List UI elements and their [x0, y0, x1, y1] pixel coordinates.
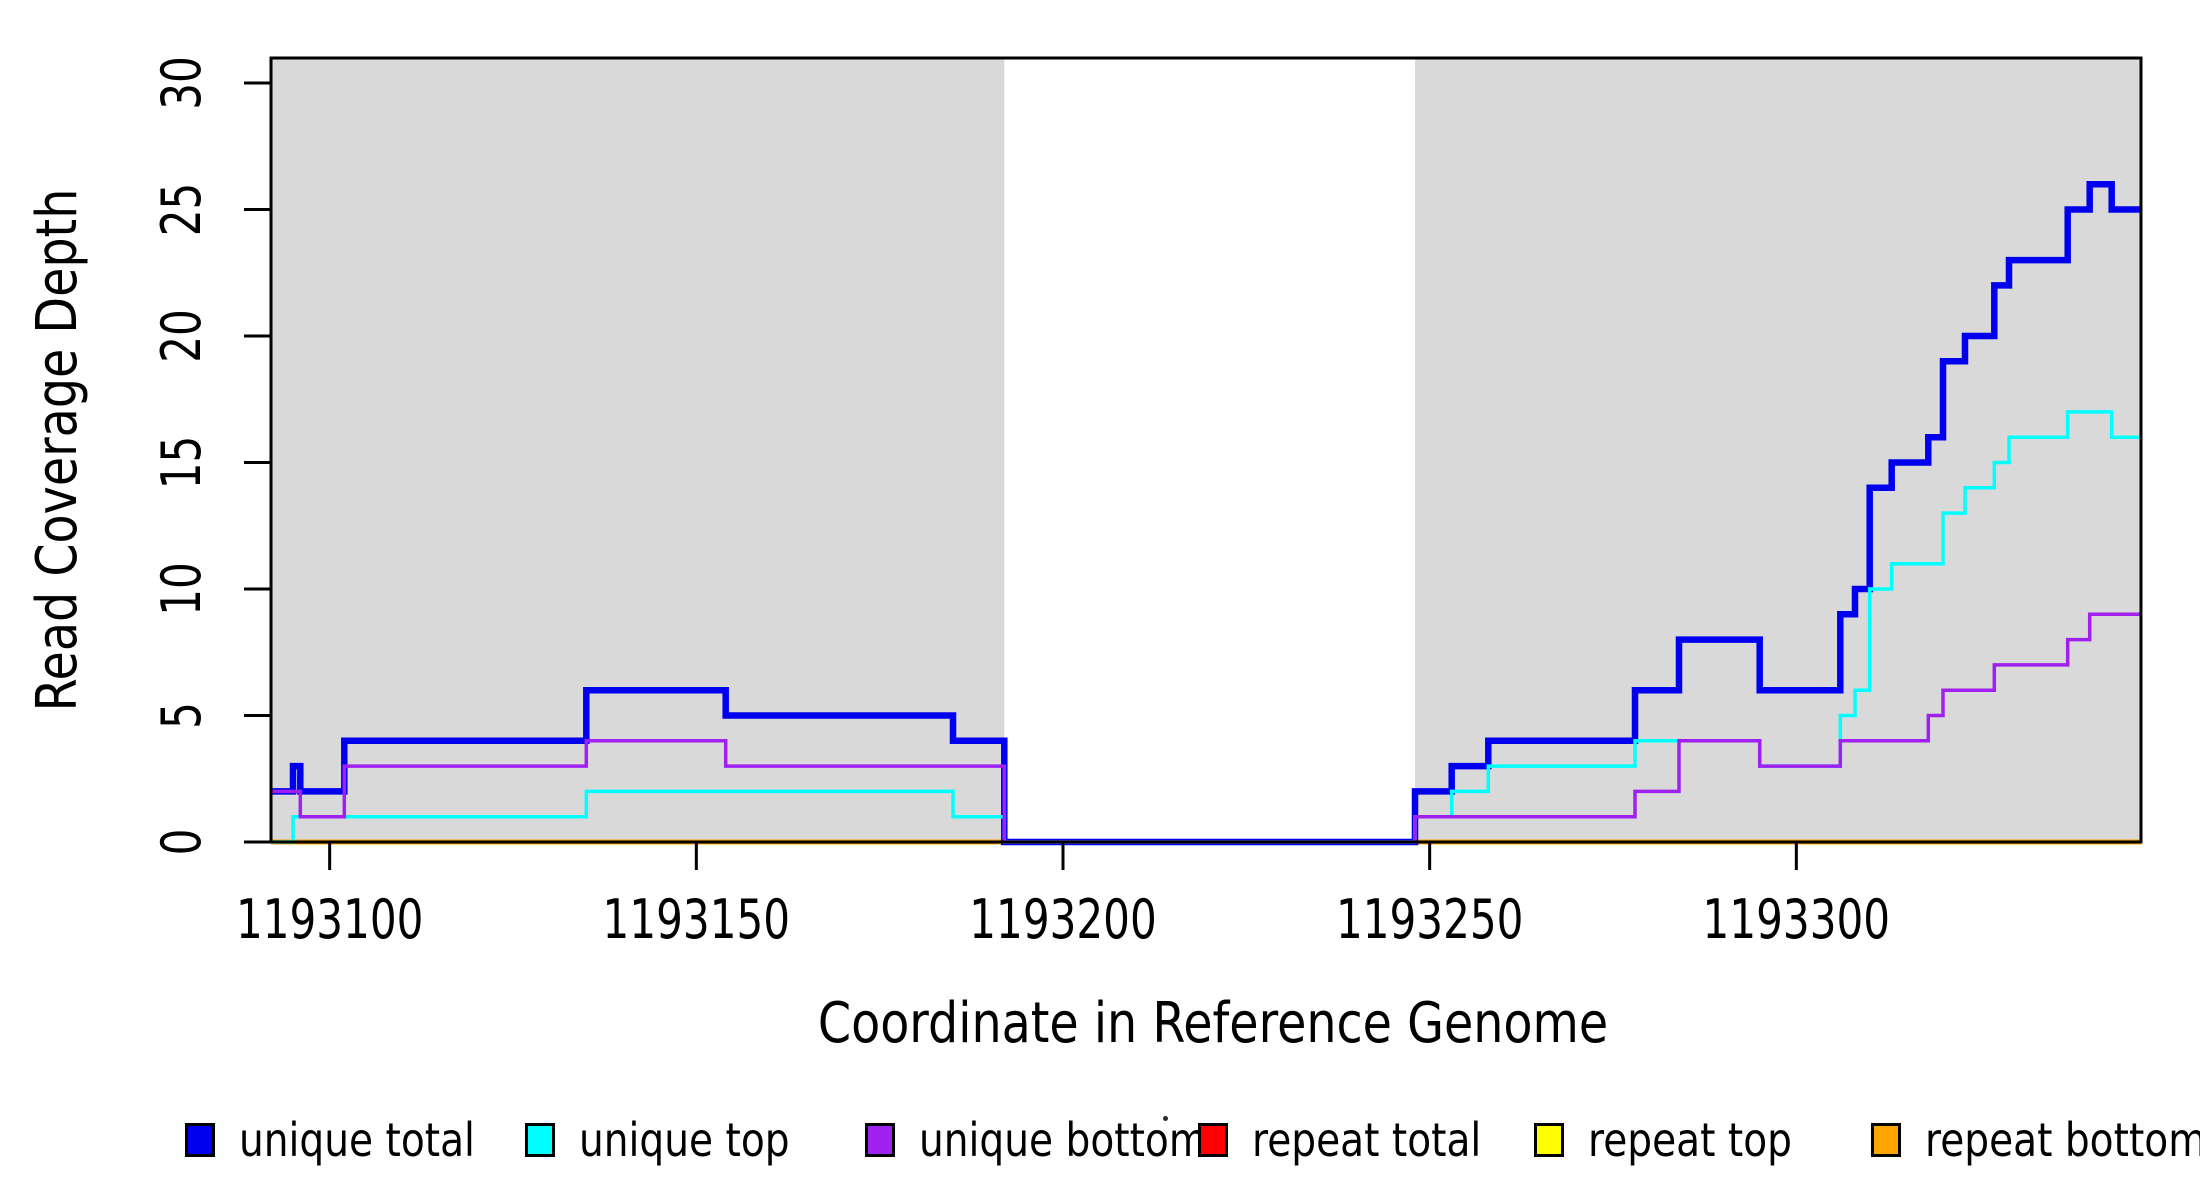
plot-box [269, 56, 2143, 844]
legend-swatch-unique-total [185, 1123, 215, 1157]
legend-item-unique-bottom: unique bottom [865, 1113, 1258, 1167]
y-axis-tick-label: 0 [151, 829, 213, 856]
legend-label-unique-top: unique top [579, 1113, 790, 1167]
y-axis-tick-label: 5 [151, 702, 213, 729]
series-unique-total [271, 180, 2141, 846]
legend-item-repeat-bottom: repeat bottom [1871, 1113, 2200, 1167]
shaded-region-left [271, 58, 1005, 842]
legend-swatch-unique-top [525, 1123, 555, 1157]
legend-item-repeat-total: repeat total [1198, 1113, 1522, 1167]
x-axis-tick-label: 1193100 [236, 889, 424, 951]
legend-label-unique-total: unique total [239, 1113, 475, 1167]
shaded-region-right [1415, 58, 2141, 842]
legend-swatch-repeat-total [1198, 1123, 1228, 1157]
legend-label-repeat-top: repeat top [1588, 1113, 1792, 1167]
legend-swatch-repeat-bottom [1871, 1123, 1901, 1157]
x-axis-tick-label: 1193250 [1336, 889, 1524, 951]
y-axis-tick-label: 15 [151, 436, 213, 490]
legend: unique total unique top unique bottom re… [0, 0, 2200, 1167]
y-axis-tick-label: 20 [151, 309, 213, 363]
legend-label-repeat-total: repeat total [1252, 1113, 1482, 1167]
legend-item-repeat-top: repeat top [1534, 1113, 1828, 1167]
stray-dot [1163, 1116, 1168, 1121]
legend-label-unique-bottom: unique bottom [919, 1113, 1207, 1167]
legend-label-repeat-bottom: repeat bottom [1925, 1113, 2200, 1167]
y-axis-tick-label: 30 [151, 56, 213, 110]
y-axis-tick-label: 25 [151, 183, 213, 237]
legend-item-unique-top: unique top [525, 1113, 827, 1167]
y-axis-tick-label: 10 [151, 562, 213, 616]
y-axis-title: Read Coverage Depth [25, 189, 90, 712]
x-axis-tick-label: 1193300 [1703, 889, 1891, 951]
x-axis-title: Coordinate in Reference Genome [818, 991, 1608, 1056]
legend-item-unique-total: unique total [185, 1113, 517, 1167]
legend-swatch-unique-bottom [865, 1123, 895, 1157]
series-unique-bottom [271, 612, 2141, 844]
legend-swatch-repeat-top [1534, 1123, 1564, 1157]
x-axis-tick-label: 1193150 [603, 889, 791, 951]
x-axis-tick-label: 1193200 [969, 889, 1157, 951]
